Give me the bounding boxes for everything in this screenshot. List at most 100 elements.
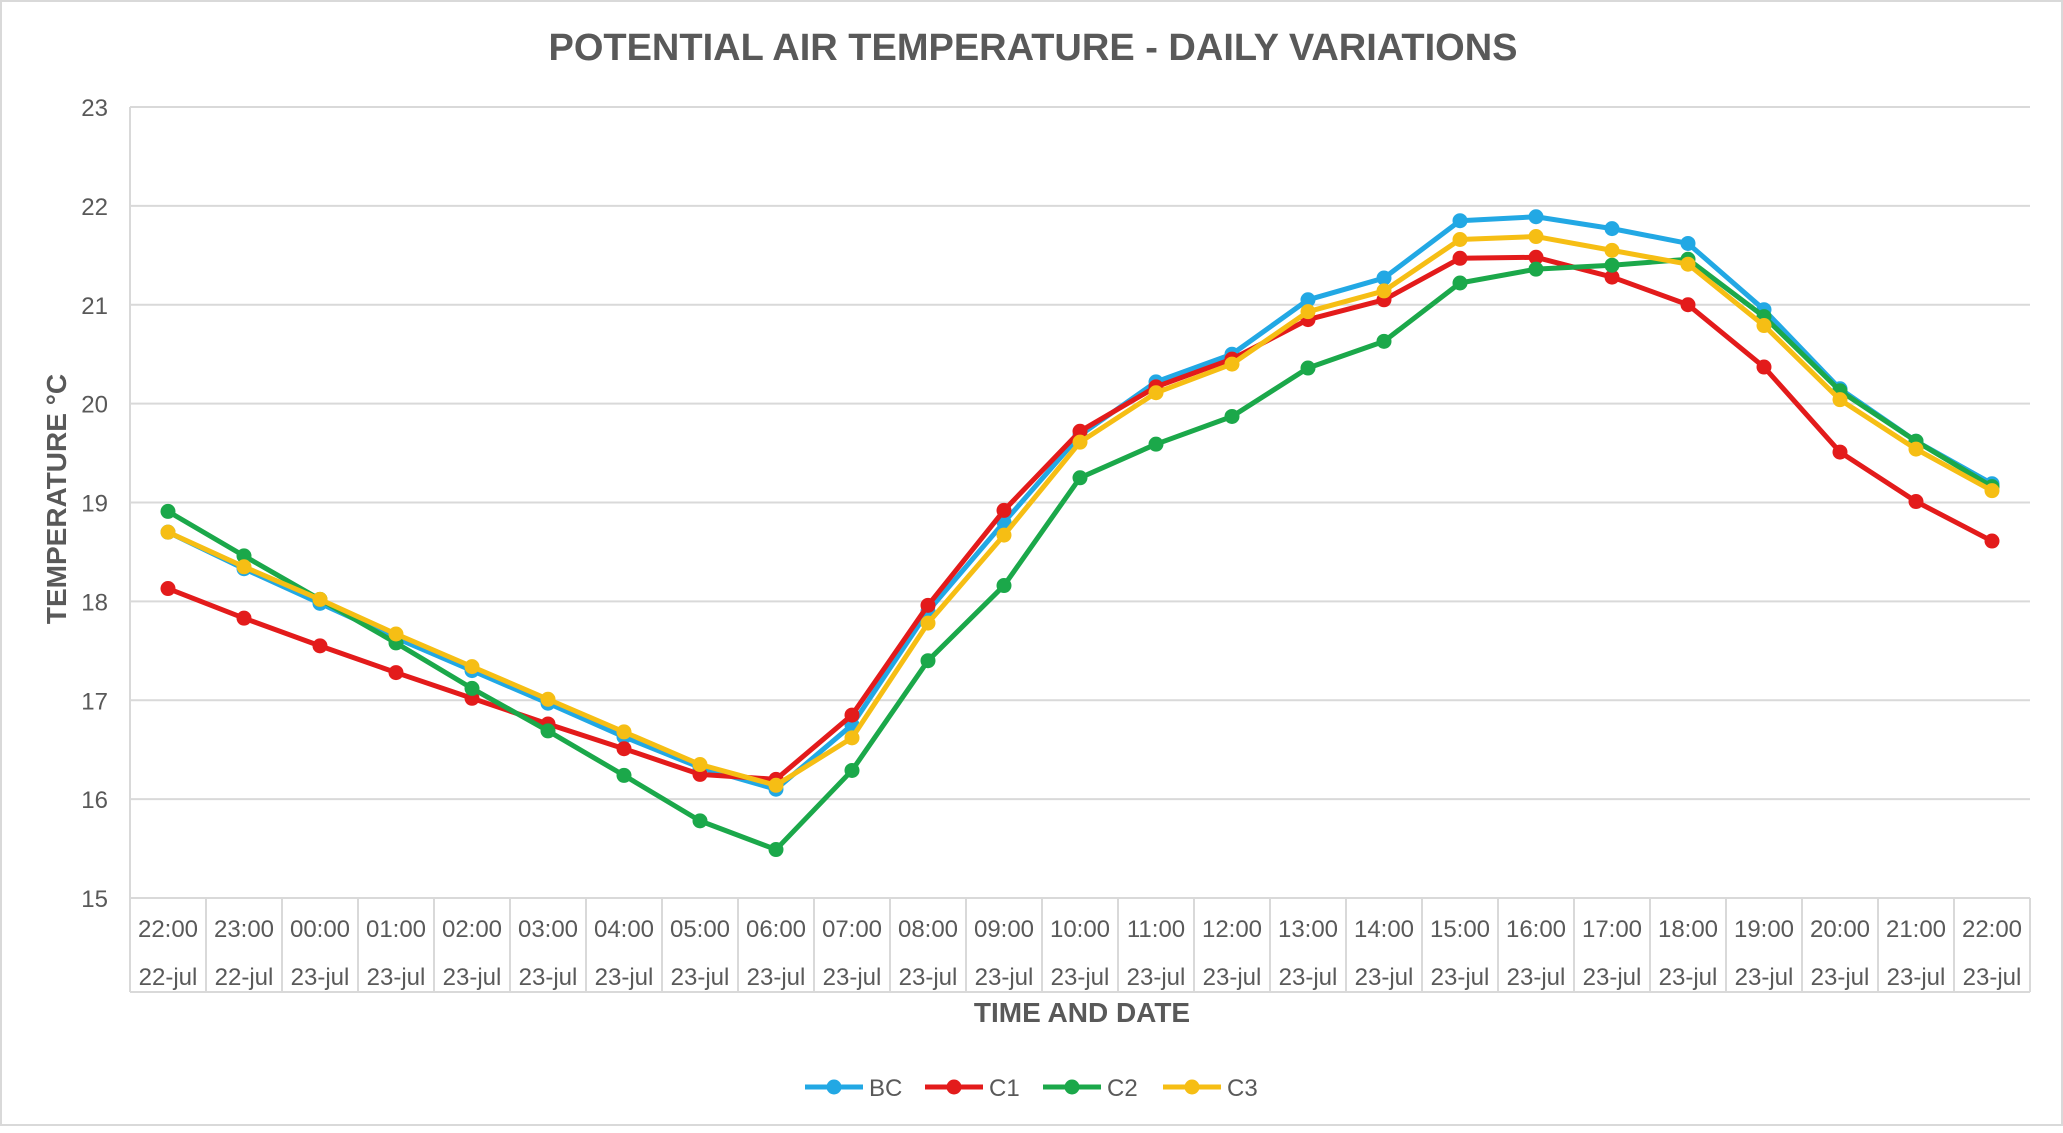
x-tick-date-label: 23-jul [1507, 964, 1566, 991]
data-point-c1 [1528, 249, 1544, 265]
series-c2 [160, 251, 2000, 858]
x-tick-time-label: 13:00 [1278, 916, 1338, 943]
x-tick-date-label: 23-jul [1583, 964, 1642, 991]
data-point-c1 [1832, 444, 1848, 460]
x-tick-time-label: 11:00 [1127, 916, 1185, 943]
x-tick-date-label: 23-jul [1887, 964, 1946, 991]
x-tick-date-label: 23-jul [1203, 964, 1262, 991]
x-axis-title: TIME AND DATE [974, 997, 1190, 1028]
x-tick-time-label: 04:00 [594, 916, 654, 943]
data-point-c3 [1224, 356, 1240, 372]
x-tick-time-label: 15:00 [1430, 916, 1490, 943]
data-point-bc [1376, 270, 1392, 286]
data-point-c1 [844, 707, 860, 723]
data-point-c1 [616, 741, 632, 757]
x-tick-date-label: 22-jul [139, 964, 198, 991]
x-tick-date-label: 23-jul [595, 964, 654, 991]
x-tick-time-label: 12:00 [1202, 916, 1262, 943]
legend-swatch-marker [826, 1079, 842, 1095]
data-point-c3 [1908, 441, 1924, 457]
legend-item-c3: C3 [1163, 1075, 1258, 1102]
x-tick-time-label: 09:00 [974, 916, 1034, 943]
data-point-c1 [1984, 533, 2000, 549]
data-point-c2 [1148, 436, 1164, 452]
data-point-c3 [996, 527, 1012, 543]
data-point-c2 [1452, 275, 1468, 291]
data-point-c3 [540, 691, 556, 707]
x-tick-time-label: 06:00 [746, 916, 806, 943]
series-c1 [160, 249, 2000, 787]
data-point-c1 [1452, 250, 1468, 266]
x-tick-time-label: 08:00 [898, 916, 958, 943]
series-line-c3 [165, 234, 1995, 788]
series-group [160, 209, 2000, 858]
legend-swatch-marker [1184, 1079, 1200, 1095]
data-point-c3 [692, 757, 708, 773]
data-point-c2 [920, 653, 936, 669]
legend-label: C3 [1227, 1075, 1258, 1102]
legend-label: C1 [989, 1075, 1020, 1102]
data-point-c3 [616, 724, 632, 740]
x-tick-date-label: 23-jul [1659, 964, 1718, 991]
x-tick-time-label: 21:00 [1886, 916, 1946, 943]
data-point-c3 [1300, 304, 1316, 320]
data-point-c3 [1680, 256, 1696, 272]
legend-label: BC [869, 1075, 902, 1102]
legend-item-c2: C2 [1043, 1075, 1138, 1102]
data-point-c2 [1376, 333, 1392, 349]
data-point-c2 [768, 842, 784, 858]
data-point-c2 [1072, 470, 1088, 486]
data-point-c3 [1072, 434, 1088, 450]
x-tick-time-label: 14:00 [1354, 916, 1414, 943]
legend-label: C2 [1107, 1075, 1138, 1102]
data-point-c3 [160, 524, 176, 540]
data-point-c3 [236, 559, 252, 575]
x-tick-time-label: 05:00 [670, 916, 730, 943]
data-point-c2 [160, 503, 176, 519]
x-tick-time-label: 19:00 [1734, 916, 1794, 943]
x-tick-date-label: 23-jul [1355, 964, 1414, 991]
data-point-c1 [996, 502, 1012, 518]
x-tick-date-label: 23-jul [1127, 964, 1186, 991]
x-tick-time-label: 02:00 [442, 916, 502, 943]
x-tick-date-label: 23-jul [291, 964, 350, 991]
x-tick-date-label: 23-jul [823, 964, 882, 991]
x-tick-time-label: 16:00 [1506, 916, 1566, 943]
data-point-c1 [160, 581, 176, 597]
data-point-c2 [464, 680, 480, 696]
series-line-c2 [165, 256, 1995, 853]
data-point-c2 [1604, 257, 1620, 273]
y-tick-label: 19 [81, 491, 108, 518]
data-point-c3 [1452, 231, 1468, 247]
data-point-c2 [1528, 261, 1544, 277]
y-tick-label: 20 [81, 392, 108, 419]
data-point-bc [1528, 209, 1544, 225]
x-tick-date-label: 23-jul [975, 964, 1034, 991]
data-point-c3 [768, 777, 784, 793]
x-tick-date-label: 23-jul [747, 964, 806, 991]
data-point-c3 [1756, 318, 1772, 334]
y-tick-label: 21 [81, 293, 108, 320]
x-tick-date-label: 22-jul [215, 964, 274, 991]
x-tick-date-label: 23-jul [671, 964, 730, 991]
data-point-c3 [844, 730, 860, 746]
chart-title: POTENTIAL AIR TEMPERATURE - DAILY VARIAT… [548, 27, 1517, 69]
y-tick-label: 15 [81, 886, 108, 913]
data-point-c2 [540, 723, 556, 739]
data-point-bc [1452, 213, 1468, 229]
x-tick-date-label: 23-jul [519, 964, 578, 991]
data-point-c3 [1832, 392, 1848, 408]
x-tick-time-label: 22:00 [1962, 916, 2022, 943]
legend-item-c1: C1 [925, 1075, 1020, 1102]
x-tick-time-label: 20:00 [1810, 916, 1870, 943]
data-point-c3 [464, 659, 480, 675]
data-point-c2 [236, 548, 252, 564]
data-point-c3 [1604, 242, 1620, 258]
series-c3 [160, 229, 2000, 793]
data-point-c2 [844, 762, 860, 778]
x-tick-time-label: 18:00 [1658, 916, 1718, 943]
y-tick-label: 23 [81, 95, 108, 122]
x-tick-date-label: 23-jul [1735, 964, 1794, 991]
data-point-c1 [1680, 297, 1696, 313]
x-tick-time-label: 10:00 [1050, 916, 1110, 943]
